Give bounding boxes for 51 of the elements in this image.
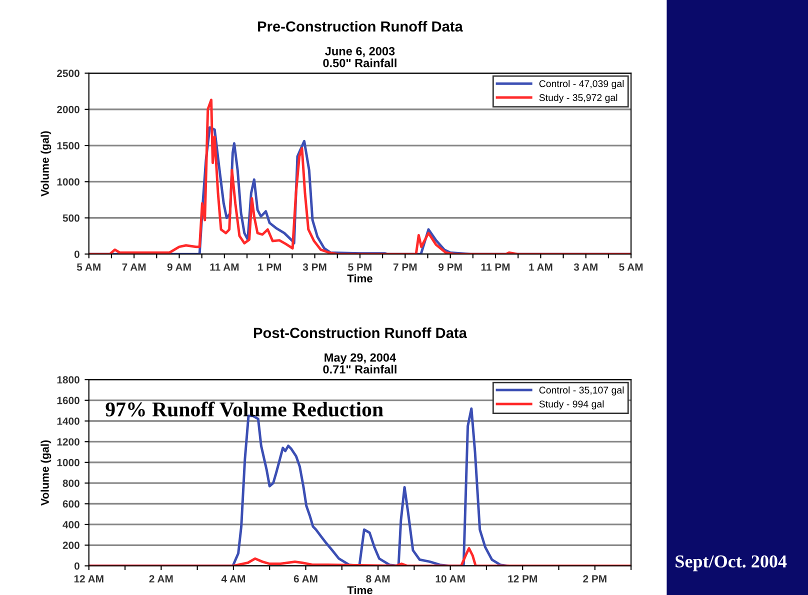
y-tick-label: 500 (62, 214, 80, 222)
legend-label: Study - 994 gal (539, 400, 604, 410)
y-tick-label: 1800 (57, 376, 80, 384)
y-axis-title: Volume (gal) (40, 440, 52, 506)
x-axis-title: Time (347, 274, 372, 282)
y-tick-label: 1200 (57, 438, 80, 446)
legend-label: Control - 35,107 gal (539, 386, 624, 396)
y-tick-label: 1600 (57, 396, 80, 404)
x-tick-label: 11 PM (481, 263, 510, 271)
x-tick-label: 11 AM (210, 263, 239, 271)
x-tick-label: 6 AM (294, 575, 318, 583)
y-tick-label: 1000 (57, 178, 80, 186)
y-tick-label: 200 (62, 542, 80, 550)
x-tick-label: 4 AM (221, 575, 246, 582)
x-tick-label: 3 AM (574, 263, 598, 271)
x-tick-label: 9 PM (438, 263, 462, 271)
y-tick-label: 1500 (57, 142, 80, 150)
y-tick-label: 2500 (57, 70, 80, 78)
annotation: 97% Runoff Volume Reduction (106, 402, 384, 417)
y-tick-label: 2000 (57, 106, 80, 114)
legend-label: Study - 35,972 gal (539, 94, 618, 103)
chart-title: Pre-Construction Runoff Data (258, 20, 463, 32)
legend-label: Control - 47,039 gal (539, 80, 624, 90)
y-tick-label: 400 (62, 520, 80, 528)
x-tick-label: 7 PM (393, 263, 417, 271)
x-tick-label: 2 AM (149, 575, 173, 582)
x-tick-label: 10 AM (436, 575, 465, 583)
y-tick-label: 0 (74, 562, 80, 570)
x-axis-title: Time (347, 586, 372, 594)
y-tick-label: 0 (74, 250, 80, 258)
x-tick-label: 5 AM (76, 263, 100, 271)
x-tick-label: 5 PM (348, 263, 372, 271)
x-tick-label: 9 AM (167, 263, 191, 271)
y-axis-title: Volume (gal) (40, 131, 52, 196)
x-tick-label: 5 AM (619, 263, 643, 271)
x-tick-label: 12 AM (74, 575, 104, 582)
x-tick-label: 3 PM (302, 263, 326, 271)
x-tick-label: 2 PM (583, 575, 606, 582)
y-tick-label: 600 (62, 500, 80, 508)
x-tick-label: 1 PM (258, 263, 282, 271)
chart-subtitle: May 29, 2004 0.71" Rainfall (323, 353, 396, 374)
x-tick-label: 7 AM (122, 263, 146, 271)
x-tick-label: 12 PM (508, 575, 537, 582)
x-tick-label: 1 AM (529, 263, 552, 271)
y-tick-label: 1000 (57, 458, 80, 466)
y-tick-label: 1400 (57, 417, 80, 425)
x-tick-label: 8 AM (366, 575, 390, 583)
chart-title: Post-Construction Runoff Data (254, 327, 467, 338)
chart-subtitle: June 6, 2003 0.50" Rainfall (323, 47, 396, 68)
y-tick-label: 800 (62, 480, 80, 487)
text: Sept/Oct. 2004 (676, 555, 787, 572)
